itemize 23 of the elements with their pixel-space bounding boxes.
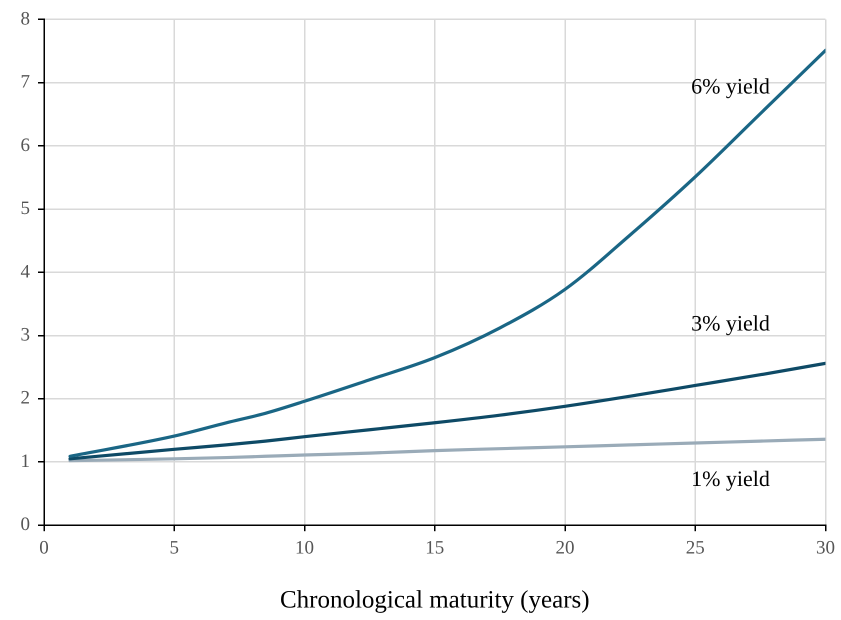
y-tick-label: 1 <box>20 450 30 472</box>
line-series <box>68 48 826 458</box>
y-tick-label: 7 <box>20 72 30 93</box>
x-tick-label: 25 <box>686 538 705 559</box>
x-tick-label: 20 <box>556 538 574 559</box>
y-tick-label: 4 <box>20 261 30 282</box>
x-tick-label: 10 <box>295 538 314 559</box>
y-tick-label: 6 <box>20 134 30 156</box>
x-tick-label: 30 <box>816 538 835 559</box>
line-series <box>68 362 826 460</box>
y-tick-label: 0 <box>20 514 30 536</box>
x-tick-label: 5 <box>170 538 179 559</box>
y-tick-label: 5 <box>20 198 30 220</box>
y-tick-label: 2 <box>20 388 30 409</box>
x-tick-label: 0 <box>39 538 49 559</box>
series-label: 6% yield <box>691 73 770 98</box>
x-tick-label: 15 <box>425 538 444 559</box>
y-tick-label: 3 <box>20 324 30 346</box>
line-series <box>68 438 826 462</box>
series-label: 1% yield <box>691 466 770 491</box>
series-label: 3% yield <box>691 310 770 336</box>
y-tick-label: 8 <box>20 8 30 30</box>
x-axis-title: Chronological maturity (years) <box>280 586 590 614</box>
